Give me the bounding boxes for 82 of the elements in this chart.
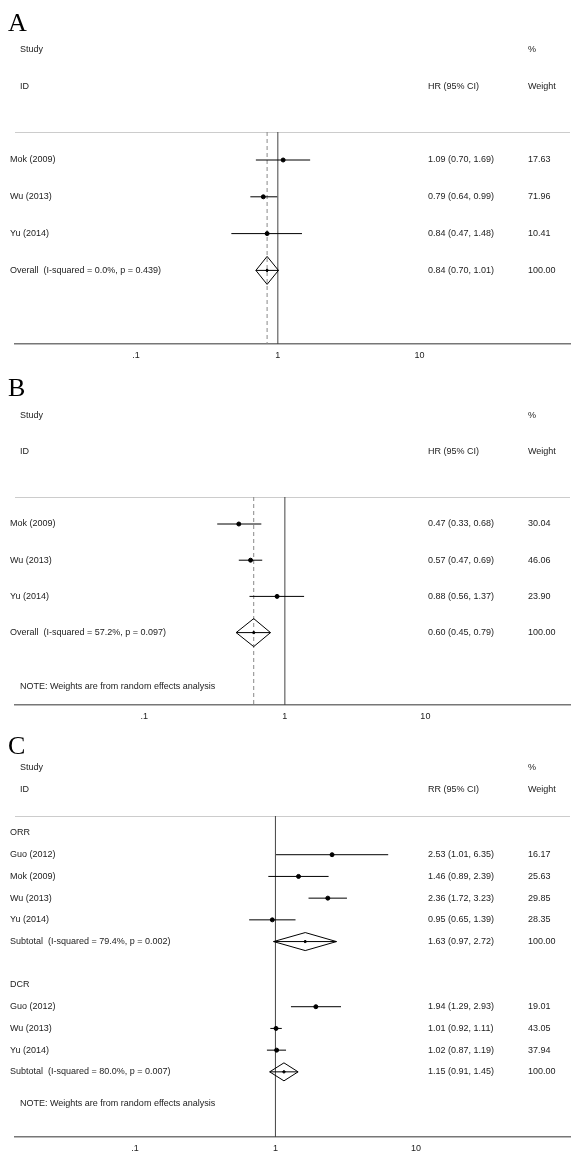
text: Study [20, 44, 44, 55]
x-tick-label: .1 [140, 710, 149, 721]
text: ID [20, 81, 30, 92]
y-tick-label: Wu (2013) [10, 892, 52, 903]
x-tick-label: 1 [282, 710, 288, 721]
annotation: 100.00 [528, 1066, 556, 1077]
x-tick-label: 10 [420, 710, 431, 721]
y-tick-label: Yu (2014) [10, 914, 50, 925]
annotation: 43.05 [528, 1022, 551, 1033]
annotation: 0.95 (0.65, 1.39) [428, 914, 495, 925]
text: Weight [528, 446, 557, 457]
y-tick-label: Subtotal (I-squared = 80.0%, p = 0.007) [10, 1066, 171, 1077]
text: % [528, 44, 537, 55]
annotation: 0.84 (0.47, 1.48) [428, 228, 495, 239]
annotation: 46.06 [528, 554, 551, 565]
y-tick-label: Mok (2009) [10, 518, 56, 529]
annotation: 100.00 [528, 936, 556, 947]
annotation: 100.00 [528, 264, 556, 275]
text: RR (95% CI) [428, 784, 480, 795]
y-tick-label: Guo (2012) [10, 1001, 56, 1012]
annotation: 29.85 [528, 892, 551, 903]
y-tick-label: Yu (2014) [10, 1044, 50, 1055]
annotation: 37.94 [528, 1044, 551, 1055]
annotation: 2.53 (1.01, 6.35) [428, 849, 495, 860]
text: % [528, 410, 537, 421]
annotation: 23.90 [528, 590, 551, 601]
y-tick-label: Wu (2013) [10, 1022, 52, 1033]
annotation: 10.41 [528, 228, 551, 239]
y-tick-label: Overall (I-squared = 57.2%, p = 0.097) [10, 627, 167, 638]
x-tick-label: 10 [414, 349, 425, 360]
text: HR (95% CI) [428, 81, 480, 92]
y-tick-label: Yu (2014) [10, 590, 50, 601]
text: Weight [528, 784, 557, 795]
annotation: 17.63 [528, 154, 551, 165]
annotation: 0.79 (0.64, 0.99) [428, 191, 495, 202]
annotation: 0.88 (0.56, 1.37) [428, 590, 495, 601]
annotation: 71.96 [528, 191, 551, 202]
annotation: 100.00 [528, 627, 556, 638]
annotation: 1.94 (1.29, 2.93) [428, 1001, 495, 1012]
annotation: 30.04 [528, 518, 551, 529]
annotation: 1.63 (0.97, 2.72) [428, 936, 495, 947]
y-tick-label: Mok (2009) [10, 870, 56, 881]
annotation: 0.47 (0.33, 0.68) [428, 518, 495, 529]
text: ID [20, 446, 30, 457]
y-tick-label: Guo (2012) [10, 849, 56, 860]
chart-title: B [8, 373, 26, 402]
annotation: 1.01 (0.92, 1.11) [428, 1022, 494, 1033]
chart-title: A [8, 8, 27, 37]
annotation: NOTE: Weights are from random effects analysis [20, 1098, 216, 1109]
y-tick-label: Wu (2013) [10, 554, 52, 565]
y-tick-label: ORR [10, 827, 31, 838]
y-tick-label: Mok (2009) [10, 154, 56, 165]
text: HR (95% CI) [428, 446, 480, 457]
text: ID [20, 784, 30, 795]
annotation: 2.36 (1.72, 3.23) [428, 892, 495, 903]
annotation: 0.60 (0.45, 0.79) [428, 627, 495, 638]
annotation: 0.84 (0.70, 1.01) [428, 264, 495, 275]
x-tick-label: 10 [410, 1142, 421, 1153]
y-tick-label: DCR [10, 979, 30, 990]
chart-title: C [8, 731, 26, 760]
text: Weight [528, 81, 557, 92]
text: Study [20, 410, 44, 421]
text: % [528, 762, 537, 773]
annotation: 1.02 (0.87, 1.19) [428, 1044, 495, 1055]
annotation: 28.35 [528, 914, 551, 925]
y-tick-label: Yu (2014) [10, 228, 50, 239]
x-tick-label: 1 [275, 349, 281, 360]
annotation: 19.01 [528, 1001, 551, 1012]
x-tick-label: .1 [132, 349, 140, 360]
annotation: 1.09 (0.70, 1.69) [428, 154, 495, 165]
text: Study [20, 762, 44, 773]
annotation: 16.17 [528, 849, 551, 860]
y-tick-label: Overall (I-squared = 0.0%, p = 0.439) [10, 264, 162, 275]
annotation: NOTE: Weights are from random effects analysis [20, 681, 216, 692]
x-tick-label: 1 [272, 1142, 278, 1153]
y-tick-label: Subtotal (I-squared = 79.4%, p = 0.002) [10, 936, 171, 947]
annotation: 0.57 (0.47, 0.69) [428, 554, 495, 565]
annotation: 1.15 (0.91, 1.45) [428, 1066, 495, 1077]
x-tick-label: .1 [131, 1142, 139, 1153]
annotation: 1.46 (0.89, 2.39) [428, 870, 495, 881]
annotation: 25.63 [528, 870, 551, 881]
y-tick-label: Wu (2013) [10, 191, 52, 202]
